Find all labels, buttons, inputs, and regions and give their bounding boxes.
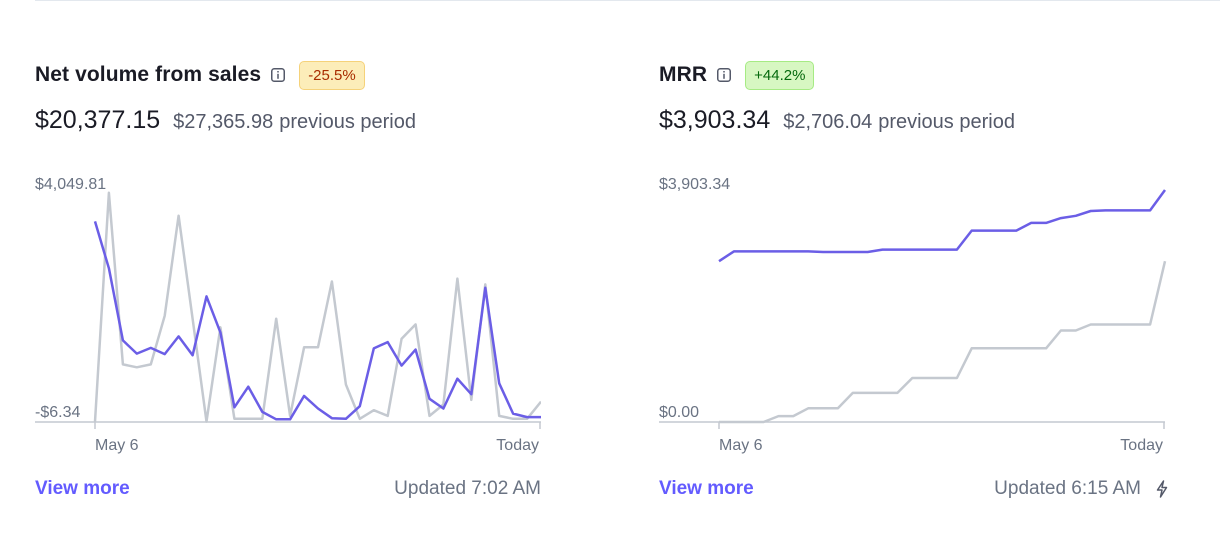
view-more-link[interactable]: View more: [659, 478, 754, 499]
mrr-card: MRR +44.2% $3,903.34 $2,706.04 previous …: [659, 58, 1169, 518]
updated-timestamp: Updated 7:02 AM: [394, 478, 541, 499]
updated-timestamp: Updated 6:15 AM: [994, 478, 1141, 499]
change-badge: +44.2%: [745, 60, 815, 90]
current-value: $20,377.15: [35, 106, 161, 134]
current-value: $3,903.34: [659, 106, 771, 134]
x-tick-label-end: Today: [496, 437, 539, 454]
series-line-previous: [719, 260, 1167, 424]
card-header: Net volume from sales -25.5%: [35, 58, 541, 92]
value-row: $3,903.34 $2,706.04 previous period: [659, 106, 1169, 135]
info-icon[interactable]: [271, 68, 286, 82]
view-more-link[interactable]: View more: [35, 478, 130, 499]
bolt-icon: [1155, 480, 1169, 498]
x-tick-label-start: May 6: [719, 437, 763, 454]
updated-wrap: Updated 7:02 AM: [394, 478, 541, 500]
change-badge: -25.5%: [299, 60, 365, 90]
previous-label: previous period: [279, 111, 416, 133]
x-tick-label-end: Today: [1120, 437, 1163, 454]
top-divider: [35, 0, 1220, 1]
series-line-current: [718, 189, 1167, 263]
card-title: Net volume from sales: [35, 63, 262, 86]
card-header: MRR +44.2%: [659, 58, 1169, 92]
net-volume-card: Net volume from sales -25.5% $20,377.15 …: [35, 58, 541, 518]
value-row: $20,377.15 $27,365.98 previous period: [35, 106, 541, 135]
card-footer: View more Updated 6:15 AM: [659, 478, 1169, 500]
y-tick-min: $0.00: [659, 404, 699, 421]
x-tick-label-start: May 6: [95, 437, 139, 454]
mrr-chart: $3,903.34 $0.00 May 6 Today: [659, 176, 1167, 454]
previous-amount: $2,706.04: [783, 111, 873, 133]
previous-amount: $27,365.98: [173, 111, 274, 133]
updated-wrap: Updated 6:15 AM: [994, 478, 1169, 500]
card-footer: View more Updated 7:02 AM: [35, 478, 541, 500]
series-line-previous: [93, 191, 541, 423]
series-line-current: [93, 221, 541, 421]
y-tick-max: $3,903.34: [659, 176, 730, 193]
net-volume-chart: $4,049.81 -$6.34 May 6 Today: [35, 176, 541, 454]
y-tick-min: -$6.34: [35, 404, 80, 421]
y-tick-max: $4,049.81: [35, 176, 106, 193]
info-icon[interactable]: [717, 68, 732, 82]
card-title: MRR: [659, 63, 708, 86]
previous-label: previous period: [878, 111, 1015, 133]
